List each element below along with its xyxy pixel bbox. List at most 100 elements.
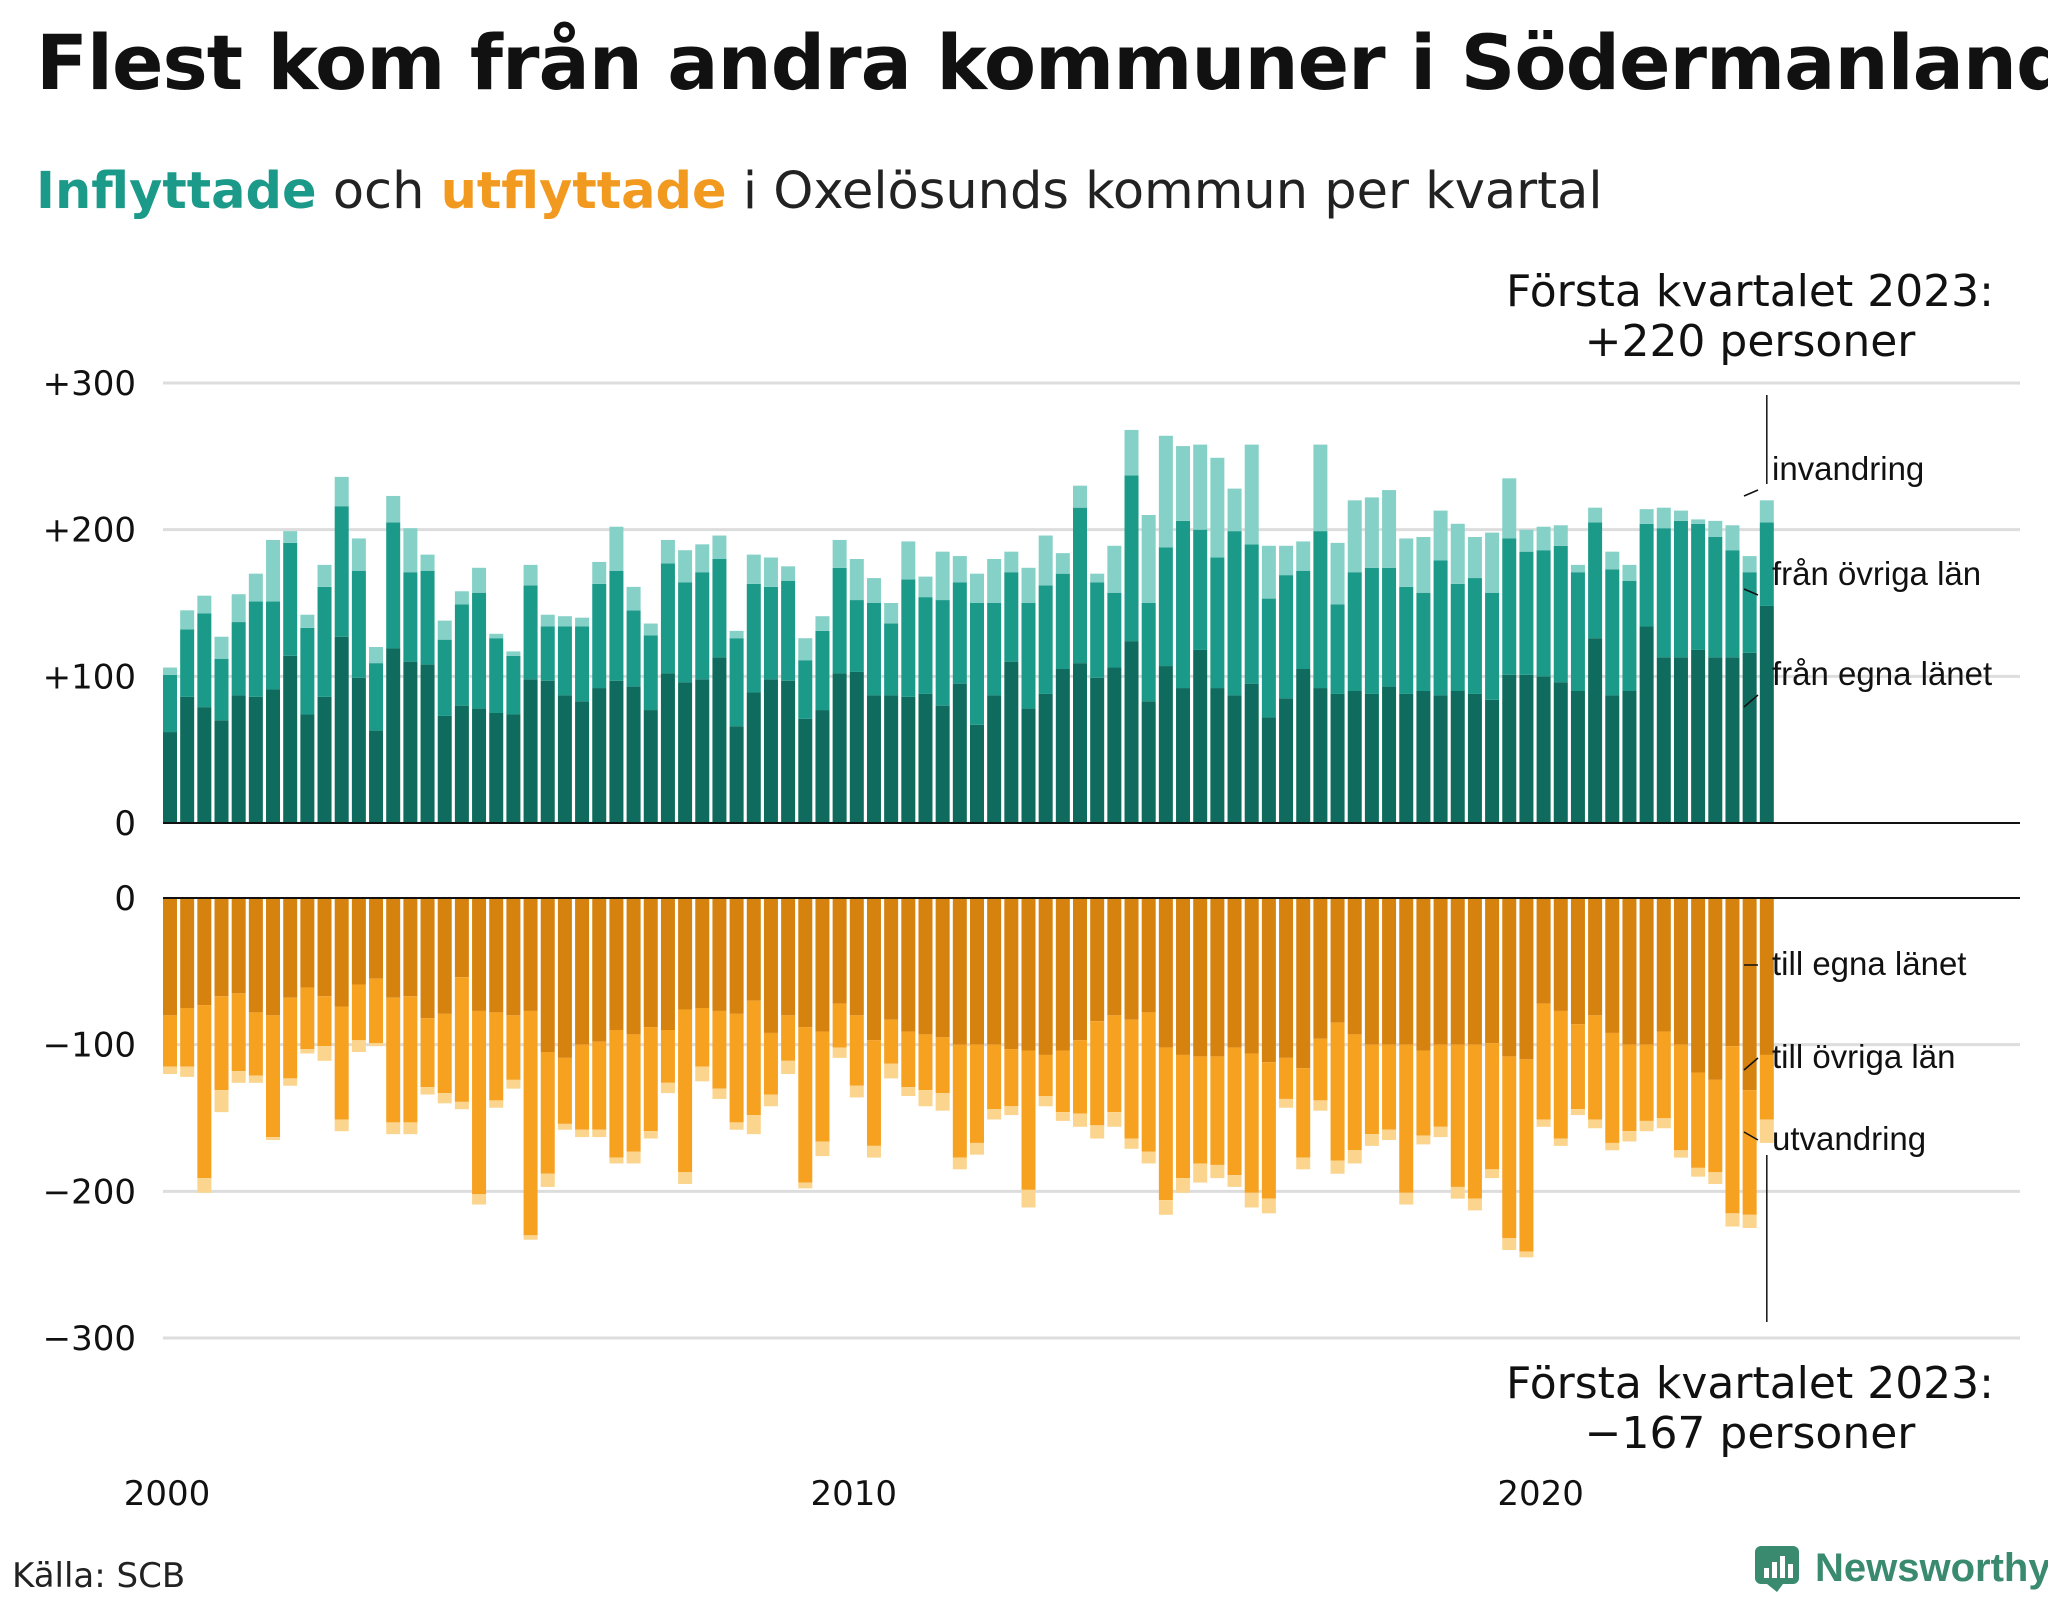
bar-out-2 xyxy=(695,1066,710,1082)
bar-out-1 xyxy=(1141,1012,1156,1152)
bar-in-2 xyxy=(1433,510,1448,561)
label-tick xyxy=(1743,489,1759,497)
bar-in-2 xyxy=(1759,500,1774,523)
bar-in-2 xyxy=(1244,444,1259,545)
bar-out-0 xyxy=(1382,898,1397,1045)
bar-out-0 xyxy=(626,898,641,1035)
bar-out-2 xyxy=(1433,1126,1448,1138)
bar-out-2 xyxy=(163,1066,177,1074)
bar-out-2 xyxy=(952,1157,967,1170)
bar-out-2 xyxy=(1656,1118,1671,1129)
bar-out-0 xyxy=(180,898,195,1008)
bar-out-2 xyxy=(1485,1169,1500,1179)
bar-out-2 xyxy=(1021,1189,1036,1208)
bar-out-2 xyxy=(763,1094,778,1107)
bar-out-2 xyxy=(609,1157,624,1164)
bar-out-1 xyxy=(386,997,401,1123)
bar-out-2 xyxy=(969,1142,984,1155)
bar-out-2 xyxy=(1330,1160,1345,1174)
bar-out-0 xyxy=(1107,898,1122,1016)
series-label-in: invandring xyxy=(1772,450,1924,487)
bar-in-2 xyxy=(1227,488,1242,532)
bar-in-0 xyxy=(1158,666,1173,823)
bar-in-0 xyxy=(729,726,744,823)
subtitle-och: och xyxy=(332,162,425,221)
bar-in-0 xyxy=(1227,695,1242,823)
bar-out-0 xyxy=(729,898,744,1014)
bar-in-0 xyxy=(1382,686,1397,823)
bar-in-0 xyxy=(334,636,349,823)
bar-out-0 xyxy=(334,898,349,1007)
bar-in-0 xyxy=(1347,691,1362,823)
bar-in-1 xyxy=(1759,522,1774,606)
bar-in-2 xyxy=(1124,429,1139,476)
bar-in-0 xyxy=(386,648,401,823)
bar-out-0 xyxy=(918,898,933,1035)
bar-in-2 xyxy=(1038,535,1053,586)
bar-out-2 xyxy=(1296,1157,1311,1170)
bar-in-2 xyxy=(866,578,881,603)
bar-in-1 xyxy=(884,623,899,696)
bar-out-1 xyxy=(540,1052,555,1174)
bar-in-2 xyxy=(987,559,1002,603)
bar-in-2 xyxy=(1296,541,1311,571)
bar-out-0 xyxy=(1279,898,1294,1058)
bar-in-0 xyxy=(1124,641,1139,823)
bar-in-0 xyxy=(1416,691,1431,823)
bar-out-1 xyxy=(231,993,246,1072)
bar-out-2 xyxy=(1725,1213,1740,1227)
bar-out-1 xyxy=(1502,1056,1517,1239)
bar-in-1 xyxy=(1176,520,1191,689)
bar-out-1 xyxy=(1244,1053,1259,1193)
bar-in-2 xyxy=(609,526,624,571)
bar-in-1 xyxy=(1296,570,1311,669)
bar-out-1 xyxy=(1364,1044,1379,1135)
bar-out-2 xyxy=(351,1040,366,1052)
bar-in-2 xyxy=(1708,520,1723,537)
bar-out-1 xyxy=(1158,1047,1173,1201)
series-label-in: från övriga län xyxy=(1772,555,1981,592)
bar-out-0 xyxy=(901,898,916,1032)
bar-in-1 xyxy=(472,592,487,709)
bar-out-1 xyxy=(557,1057,572,1124)
bar-out-0 xyxy=(386,898,401,998)
bar-out-1 xyxy=(1399,1044,1414,1193)
bar-in-2 xyxy=(1485,532,1500,593)
bar-in-0 xyxy=(1673,657,1688,823)
bar-in-2 xyxy=(1725,525,1740,551)
bar-out-1 xyxy=(1708,1079,1723,1173)
bar-out-0 xyxy=(609,898,624,1030)
bar-in-2 xyxy=(1107,545,1122,593)
bar-out-1 xyxy=(1261,1062,1276,1199)
subtitle-inflyttade: Inflyttade xyxy=(36,162,317,221)
bar-out-1 xyxy=(695,1008,710,1067)
bar-out-2 xyxy=(1399,1192,1414,1205)
bar-out-0 xyxy=(248,898,263,1013)
bar-in-1 xyxy=(935,600,950,706)
bar-in-2 xyxy=(1570,564,1585,573)
bar-in-0 xyxy=(1193,649,1208,823)
bar-in-0 xyxy=(317,696,332,823)
bar-out-0 xyxy=(952,898,967,1045)
bar-out-1 xyxy=(1450,1044,1465,1187)
bar-in-1 xyxy=(798,660,813,719)
bar-in-1 xyxy=(180,629,195,697)
annotation-bottom-line1: Första kvartalet 2023: xyxy=(1506,1358,1994,1409)
bar-in-2 xyxy=(1536,526,1551,551)
bar-in-1 xyxy=(197,613,212,708)
bar-in-1 xyxy=(300,627,315,715)
bar-in-0 xyxy=(712,657,727,823)
bar-in-2 xyxy=(729,630,744,639)
bar-out-0 xyxy=(1502,898,1517,1057)
bar-out-1 xyxy=(712,1010,727,1089)
bar-out-0 xyxy=(746,898,761,1001)
bar-in-0 xyxy=(1502,674,1517,823)
bar-in-0 xyxy=(1622,691,1637,823)
bar-out-1 xyxy=(832,1003,847,1048)
bar-out-2 xyxy=(506,1079,521,1089)
bar-out-1 xyxy=(798,1027,813,1183)
bar-out-0 xyxy=(1296,898,1311,1069)
bar-in-1 xyxy=(1193,529,1208,650)
bar-in-0 xyxy=(197,707,212,823)
bar-in-1 xyxy=(506,655,521,715)
